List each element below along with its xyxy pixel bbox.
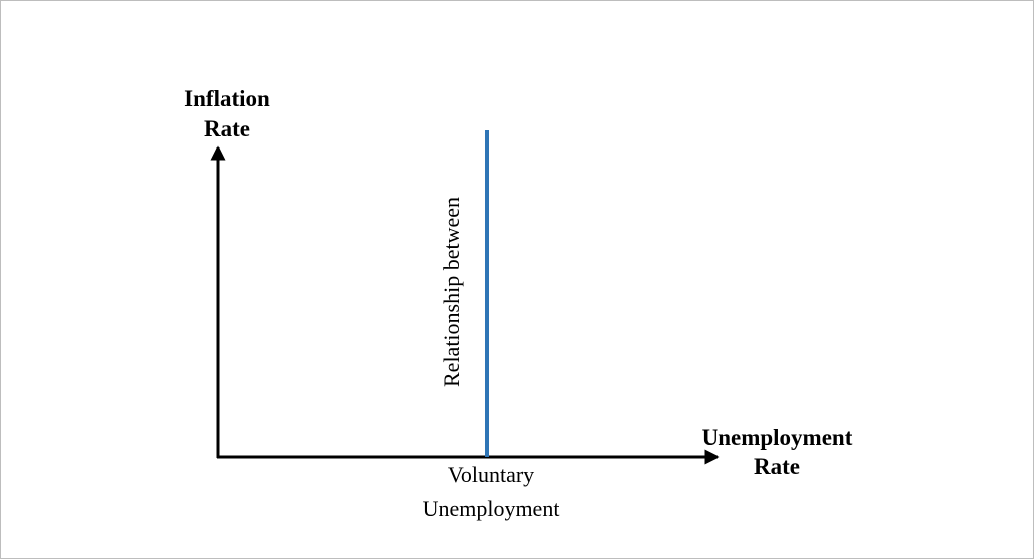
x-axis-label: Unemployment bbox=[702, 425, 853, 450]
point-label: Voluntary bbox=[448, 462, 534, 487]
y-axis-label: Rate bbox=[204, 116, 250, 141]
x-axis-label: Rate bbox=[754, 454, 800, 479]
curve-label: Relationship between bbox=[439, 197, 464, 387]
point-label: Unemployment bbox=[423, 496, 560, 521]
y-axis-label: Inflation bbox=[184, 86, 270, 111]
